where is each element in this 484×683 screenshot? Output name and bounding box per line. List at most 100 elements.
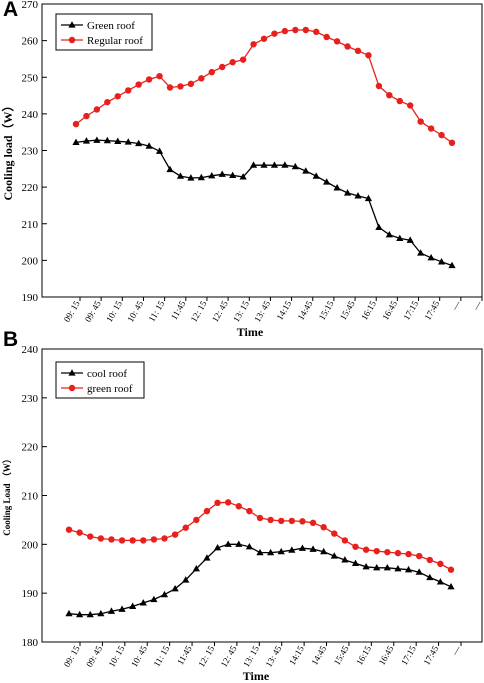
x-tick-label: 11: 15 [146, 299, 166, 324]
data-point [124, 138, 132, 145]
x-tick-label: 11:45 [169, 299, 188, 322]
y-tick-label: 230 [22, 393, 39, 405]
data-point [415, 552, 423, 560]
data-point [166, 84, 174, 91]
data-point [245, 542, 253, 550]
data-point [438, 131, 445, 139]
data-point [239, 56, 247, 63]
panel-letter: B [3, 328, 18, 351]
data-point [352, 543, 359, 550]
data-point [108, 536, 115, 543]
data-point [344, 43, 351, 50]
data-point [288, 517, 296, 525]
data-point [208, 68, 215, 76]
x-tick-label: 10: 45 [129, 644, 149, 669]
data-point [373, 547, 380, 555]
x-tick-label: 16:15 [359, 299, 378, 322]
data-point [139, 599, 147, 606]
x-tick-label: 13: 15 [241, 644, 261, 669]
x-tick-label: 09: 15 [62, 299, 82, 324]
data-point [267, 548, 275, 556]
data-point [291, 162, 299, 170]
x-tick-label: 17:45 [422, 299, 441, 322]
y-tick-label: 270 [22, 0, 39, 11]
x-tick-label: 15:15 [317, 299, 336, 322]
data-point [365, 52, 372, 59]
data-point [155, 147, 164, 154]
data-point [72, 138, 80, 146]
data-point [224, 499, 232, 506]
data-point [383, 563, 391, 571]
data-point [394, 549, 402, 557]
data-point [156, 72, 163, 80]
data-point [427, 125, 435, 132]
data-point [250, 41, 257, 48]
legend-marker [68, 21, 76, 28]
data-point [406, 236, 414, 243]
data-point [135, 81, 142, 88]
data-point [214, 499, 221, 507]
legend-box [55, 13, 153, 51]
data-point [298, 544, 307, 551]
x-tick-label: 13: 45 [263, 644, 283, 669]
data-point [330, 552, 338, 559]
x-tick-label: 11: 15 [152, 644, 172, 669]
data-point [125, 87, 132, 94]
data-point [256, 548, 264, 556]
data-point [104, 98, 111, 106]
data-point [177, 83, 184, 90]
data-point [426, 556, 433, 564]
data-point [309, 519, 317, 527]
data-point [302, 167, 310, 174]
data-point [118, 537, 126, 544]
y-tick-label: 210 [22, 219, 39, 231]
data-point [375, 223, 383, 231]
data-point [97, 535, 105, 542]
data-point [118, 605, 126, 612]
x-tick-label: 10: 45 [125, 299, 145, 324]
data-point [129, 602, 137, 609]
data-point [171, 584, 179, 592]
data-point [341, 556, 349, 563]
data-point [256, 514, 264, 522]
data-point [354, 47, 362, 55]
data-point [437, 560, 444, 568]
y-tick-label: 240 [22, 109, 39, 121]
data-point [404, 565, 413, 573]
data-point [309, 545, 317, 552]
data-point [72, 120, 80, 128]
data-point [192, 564, 200, 572]
data-point [415, 568, 423, 575]
data-point [107, 607, 116, 614]
data-point [93, 136, 101, 143]
data-point [76, 610, 84, 618]
x-tick-label: 17:15 [401, 299, 420, 322]
data-point [320, 547, 328, 555]
y-tick-label: 190 [22, 588, 39, 600]
x-tick-label: 16:45 [377, 644, 396, 667]
data-point [385, 230, 393, 238]
panel-b: B 180 190 200 210 220 230 240 Cooling Load （W） 09… [2, 328, 483, 683]
data-point [362, 562, 370, 570]
x-tick-label: 10: 15 [107, 644, 127, 669]
x-tick-label: 17:45 [421, 644, 440, 667]
data-point [87, 533, 94, 540]
x-tick-label: 12: 45 [210, 299, 230, 324]
y-tick-label: 220 [22, 442, 39, 454]
data-point [373, 563, 381, 571]
data-point [447, 583, 455, 590]
x-tick-label: 16:15 [354, 644, 373, 667]
data-point [396, 234, 404, 241]
data-point [354, 192, 362, 199]
data-point [384, 548, 391, 556]
data-point [362, 546, 370, 553]
x-tick-label: 09: 45 [84, 644, 104, 669]
data-point [313, 28, 320, 36]
data-point [140, 537, 147, 544]
data-point [246, 507, 253, 515]
legend-label: Green roof [87, 20, 135, 32]
x-tick-label: 09: 15 [62, 644, 82, 669]
data-point [197, 173, 205, 181]
data-point [171, 531, 179, 538]
